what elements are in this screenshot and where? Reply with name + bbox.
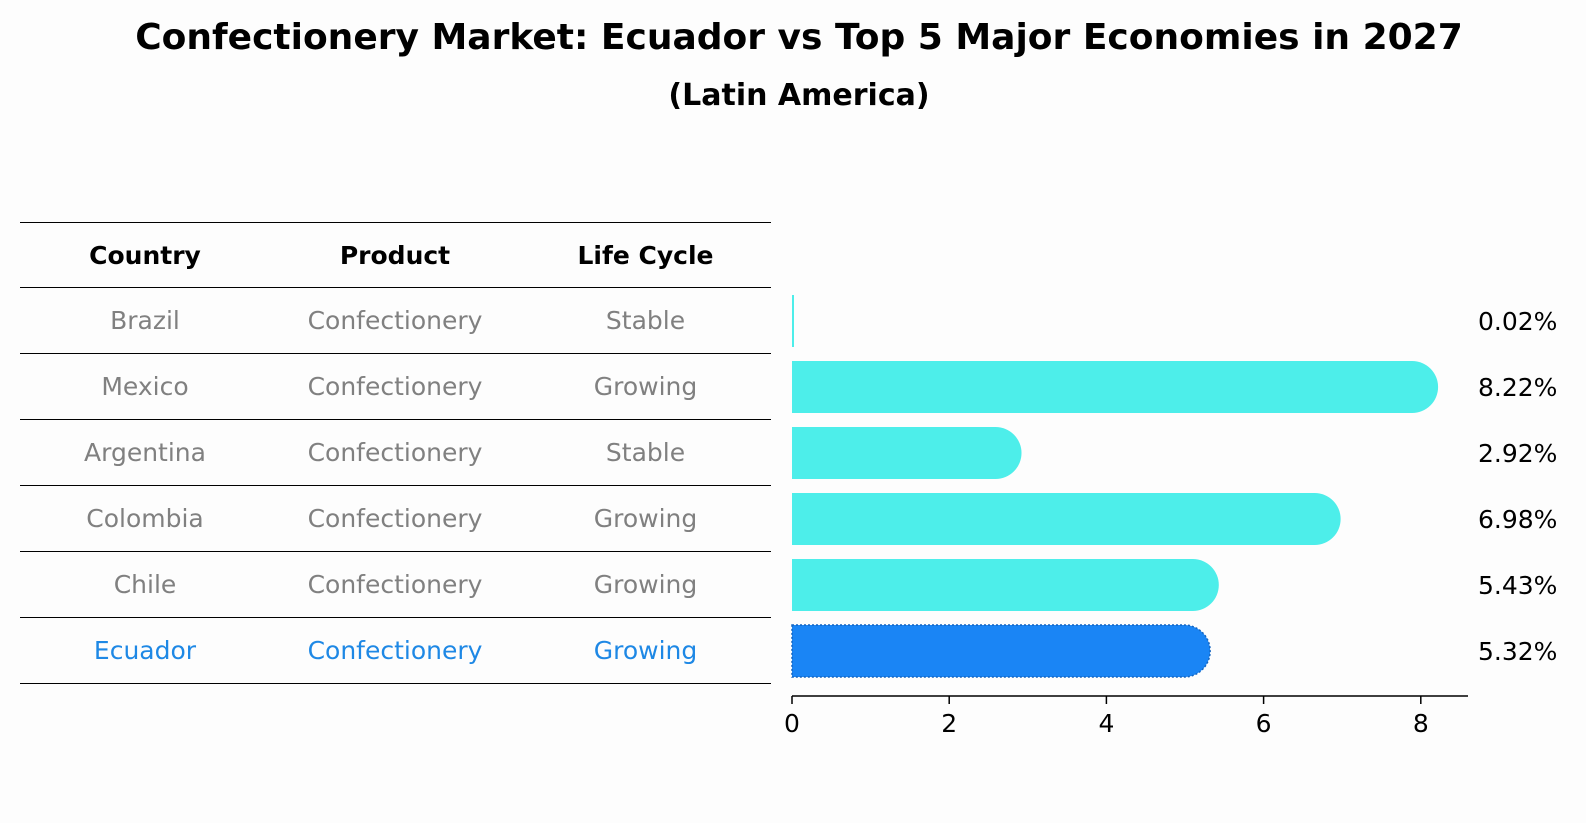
table-row: Chile Confectionery Growing [20,552,771,618]
table-row: Mexico Confectionery Growing [20,354,771,420]
cell-country: Colombia [86,504,204,533]
bar-brazil [792,295,794,347]
x-tick-label: 8 [1413,709,1429,738]
x-tick-label: 4 [1098,709,1114,738]
header-life-cycle: Life Cycle [577,240,714,270]
chart-title: Confectionery Market: Ecuador vs Top 5 M… [135,17,1463,58]
x-tick-label: 2 [941,709,957,738]
table-row-highlight: Ecuador Confectionery Growing [20,618,771,684]
cell-product: Confectionery [307,306,483,335]
value-label: 0.02% [1478,307,1557,336]
cell-life-cycle: Stable [605,306,686,335]
value-label: 2.92% [1478,439,1557,468]
cell-product: Confectionery [307,570,483,599]
cell-product: Confectionery [307,636,483,665]
cell-product: Confectionery [307,438,483,467]
value-label: 8.22% [1478,373,1557,402]
cell-country: Ecuador [93,636,197,665]
table-row: Colombia Confectionery Growing [20,486,771,552]
value-label: 5.43% [1478,571,1557,600]
x-tick-label: 6 [1256,709,1272,738]
bar-mexico [792,361,1439,413]
cell-country: Brazil [110,306,180,335]
cell-life-cycle: Growing [593,504,698,533]
bar-colombia [792,493,1341,545]
cell-country: Chile [113,570,177,599]
cell-life-cycle: Growing [593,636,698,665]
cell-country: Argentina [84,438,206,467]
cell-product: Confectionery [307,372,483,401]
bar-ecuador [791,624,1211,678]
bar-argentina [792,427,1022,479]
cell-product: Confectionery [307,504,483,533]
table-header-row: Country Product Life Cycle [20,222,771,288]
table-row: Brazil Confectionery Stable [20,288,771,354]
header-country: Country [89,240,201,270]
bar-chile [792,559,1219,611]
cell-life-cycle: Growing [593,570,698,599]
chart-subtitle: (Latin America) [668,78,930,113]
value-label: 6.98% [1478,505,1557,534]
header-product: Product [339,240,451,270]
market-table: Country Product Life Cycle Brazil Confec… [20,222,771,684]
table-row: Argentina Confectionery Stable [20,420,771,486]
cell-life-cycle: Growing [593,372,698,401]
value-label: 5.32% [1478,637,1557,666]
cell-country: Mexico [101,372,189,401]
cell-life-cycle: Stable [605,438,686,467]
x-tick-label: 0 [784,709,800,738]
